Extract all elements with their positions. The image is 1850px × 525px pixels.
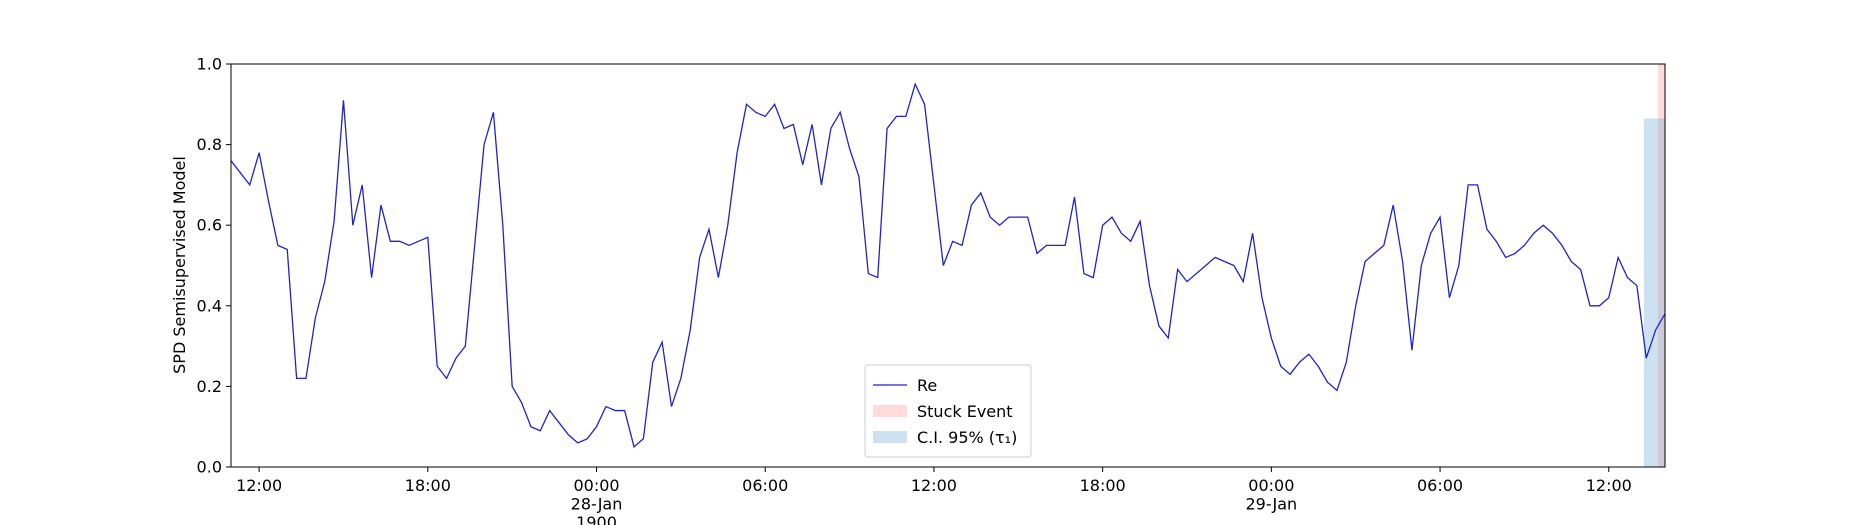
y-tick-label: 0.4 [197, 296, 222, 315]
x-tick-label: 00:00 29-Jan [1246, 476, 1298, 513]
y-tick-label: 0.2 [197, 377, 222, 396]
legend-label: Stuck Event [917, 402, 1013, 421]
legend-label: C.I. 95% (τ₁) [917, 428, 1017, 447]
y-tick-label: 0.6 [197, 216, 222, 235]
legend-label: Re [917, 376, 937, 395]
legend-swatch [873, 405, 907, 417]
x-tick-label: 12:00 [911, 476, 957, 495]
x-tick-label: 12:00 [1586, 476, 1632, 495]
legend-box [864, 364, 1032, 458]
x-tick-label: 18:00 [1080, 476, 1126, 495]
plot-frame [230, 63, 1666, 468]
y-tick-label: 0.0 [197, 458, 222, 477]
x-tick-label: 06:00 [742, 476, 788, 495]
x-tick-label: 12:00 [236, 476, 282, 495]
x-tick-label: 06:00 [1417, 476, 1463, 495]
y-tick-label: 0.8 [197, 135, 222, 154]
x-tick-label: 00:00 28-Jan 1900 [571, 476, 623, 525]
shaded-span [1657, 64, 1665, 467]
legend-swatch [873, 431, 907, 443]
legend: Re Stuck Event C.I. 95% (τ₁) [864, 364, 1032, 458]
y-axis-label: SPD Semisupervised Model [170, 156, 189, 374]
data-line [230, 82, 1666, 449]
y-tick-label: 1.0 [197, 55, 222, 74]
shaded-span [1643, 118, 1665, 467]
x-tick-label: 18:00 [405, 476, 451, 495]
